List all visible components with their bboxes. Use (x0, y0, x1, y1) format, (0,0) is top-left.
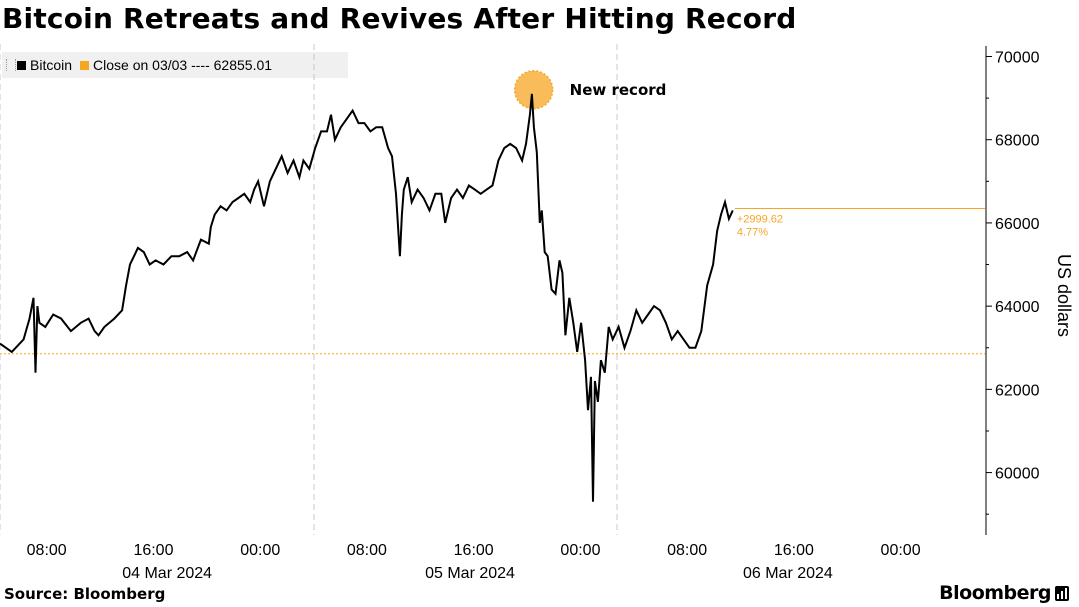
legend-label-bitcoin: Bitcoin (30, 57, 73, 73)
gridlines (0, 44, 618, 535)
axis-labels: 60000 62000 64000 66000 68000 70000 US dollars… (27, 49, 1074, 582)
y-tick-label: 70000 (995, 49, 1040, 66)
reference-line-group (0, 207, 985, 355)
legend-label-reference: Close on 03/03 ---- 62855.01 (93, 57, 273, 73)
x-date-label: 04 Mar 2024 (122, 565, 212, 582)
source-note: Source: Bloomberg (4, 585, 166, 603)
legend-swatch-reference (80, 60, 90, 70)
record-marker (513, 70, 554, 110)
record-annotation-group (513, 70, 554, 110)
y-tick-label: 64000 (995, 299, 1040, 316)
y-axis-label: US dollars (1054, 254, 1074, 337)
change-annotation-pct: 4.77% (737, 226, 768, 238)
change-annotation-abs: +2999.62 (737, 213, 783, 225)
brand-logo: Bloomberg (939, 582, 1051, 604)
series-group (0, 93, 734, 502)
legend-swatch-bitcoin (17, 60, 26, 70)
drag-handle-icon[interactable] (6, 59, 16, 71)
axes (985, 46, 992, 535)
y-tick-label: 62000 (995, 382, 1040, 399)
x-tick-label: 00:00 (240, 542, 280, 559)
y-tick-label: 66000 (995, 216, 1040, 233)
x-tick-label: 08:00 (347, 542, 387, 559)
record-label: New record (570, 81, 667, 99)
y-tick-label: 60000 (995, 466, 1040, 483)
x-tick-label: 00:00 (881, 542, 921, 559)
legend-item-reference[interactable]: Close on 03/03 ---- 62855.01 (80, 57, 272, 73)
legend: Bitcoin Close on 03/03 ---- 62855.01 (2, 52, 348, 78)
series-line-bitcoin (0, 93, 734, 502)
legend-item-bitcoin[interactable]: Bitcoin (17, 57, 72, 73)
x-date-label: 06 Mar 2024 (743, 565, 833, 582)
chart-title: Bitcoin Retreats and Revives After Hitti… (2, 2, 797, 35)
x-tick-label: 16:00 (774, 542, 814, 559)
x-date-label: 05 Mar 2024 (425, 565, 515, 582)
x-tick-label: 16:00 (133, 542, 173, 559)
x-tick-label: 16:00 (454, 542, 494, 559)
x-tick-label: 08:00 (667, 542, 707, 559)
bloomberg-terminal-icon (1055, 586, 1069, 601)
x-tick-label: 08:00 (27, 542, 67, 559)
x-tick-label: 00:00 (560, 542, 600, 559)
y-tick-label: 68000 (995, 133, 1040, 150)
